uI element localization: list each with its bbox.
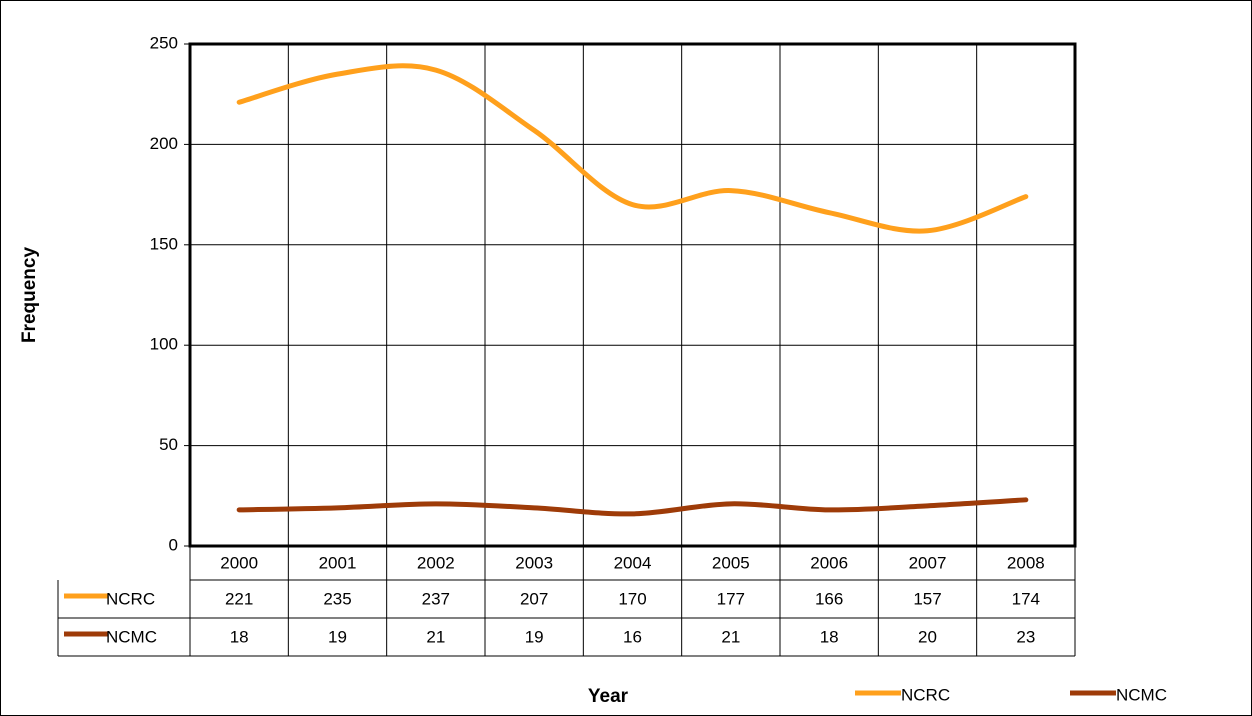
y-tick-label: 50 — [159, 435, 178, 454]
table-value: 221 — [225, 589, 253, 608]
table-value: 177 — [717, 589, 745, 608]
legend-label: NCMC — [1116, 685, 1167, 704]
x-tick-label: 2008 — [1007, 553, 1045, 572]
x-axis-title: Year — [588, 686, 629, 707]
table-value: 21 — [721, 627, 740, 646]
x-tick-label: 2002 — [417, 553, 455, 572]
y-tick-label: 150 — [150, 234, 178, 253]
y-tick-label: 100 — [150, 335, 178, 354]
x-tick-label: 2007 — [909, 553, 947, 572]
table-value: 19 — [525, 627, 544, 646]
table-value: 170 — [618, 589, 646, 608]
x-tick-label: 2005 — [712, 553, 750, 572]
table-value: 23 — [1016, 627, 1035, 646]
table-value: 157 — [913, 589, 941, 608]
table-value: 18 — [820, 627, 839, 646]
line-series — [236, 497, 1029, 517]
x-tick-label: 2003 — [515, 553, 553, 572]
y-axis-title: Frequency — [19, 247, 40, 344]
y-tick-label: 250 — [150, 33, 178, 52]
x-tick-label: 2000 — [220, 553, 258, 572]
x-tick-label: 2004 — [614, 553, 652, 572]
table-value: 207 — [520, 589, 548, 608]
line-series — [236, 63, 1029, 234]
table-value: 18 — [230, 627, 249, 646]
table-value: 166 — [815, 589, 843, 608]
plot-frame — [188, 42, 1077, 548]
x-tick-label: 2006 — [810, 553, 848, 572]
table-value: 20 — [918, 627, 937, 646]
y-tick-label: 0 — [169, 535, 178, 554]
table-value: 237 — [422, 589, 450, 608]
table-value: 235 — [323, 589, 351, 608]
y-tick-label: 200 — [150, 134, 178, 153]
table-value: 16 — [623, 627, 642, 646]
table-value: 174 — [1012, 589, 1040, 608]
legend-label: NCRC — [901, 685, 950, 704]
legend-label: NCMC — [106, 627, 157, 646]
table-value: 21 — [426, 627, 445, 646]
x-tick-label: 2001 — [319, 553, 357, 572]
table-value: 19 — [328, 627, 347, 646]
legend-label: NCRC — [106, 589, 155, 608]
